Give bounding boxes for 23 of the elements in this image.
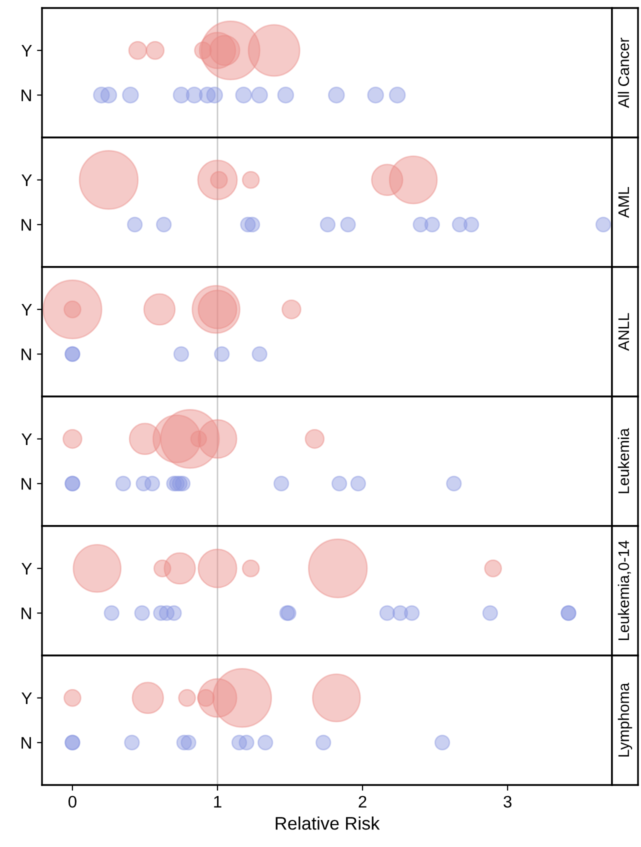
x-tick-label: 1 — [214, 796, 222, 808]
y-tick-label: N — [22, 219, 31, 231]
x-tick-label: 2 — [358, 796, 366, 808]
text: Leukemia,0-14 — [618, 540, 631, 640]
y-tick-label: N — [22, 90, 31, 102]
x-tick-label: 0 — [68, 796, 76, 808]
x-tick-label: 3 — [504, 796, 512, 808]
y-tick-label: N — [22, 478, 31, 490]
y-tick-label: Y — [22, 692, 32, 704]
text: All Cancer — [618, 38, 630, 108]
text: Leukemia — [618, 428, 630, 494]
y-tick-label: N — [22, 608, 31, 620]
y-tick-label: Y — [22, 174, 32, 186]
y-tick-label: N — [22, 348, 31, 360]
y-tick-label: Y — [22, 44, 32, 56]
y-tick-label: Y — [22, 562, 32, 574]
text: ANLL — [618, 313, 629, 351]
y-tick-label: Y — [22, 304, 32, 316]
text: AML — [618, 187, 629, 218]
text: Lymphoma — [618, 682, 632, 756]
x-axis-title: Relative Risk — [276, 816, 380, 830]
y-tick-label: Y — [22, 433, 32, 445]
y-tick-label: N — [22, 737, 31, 749]
